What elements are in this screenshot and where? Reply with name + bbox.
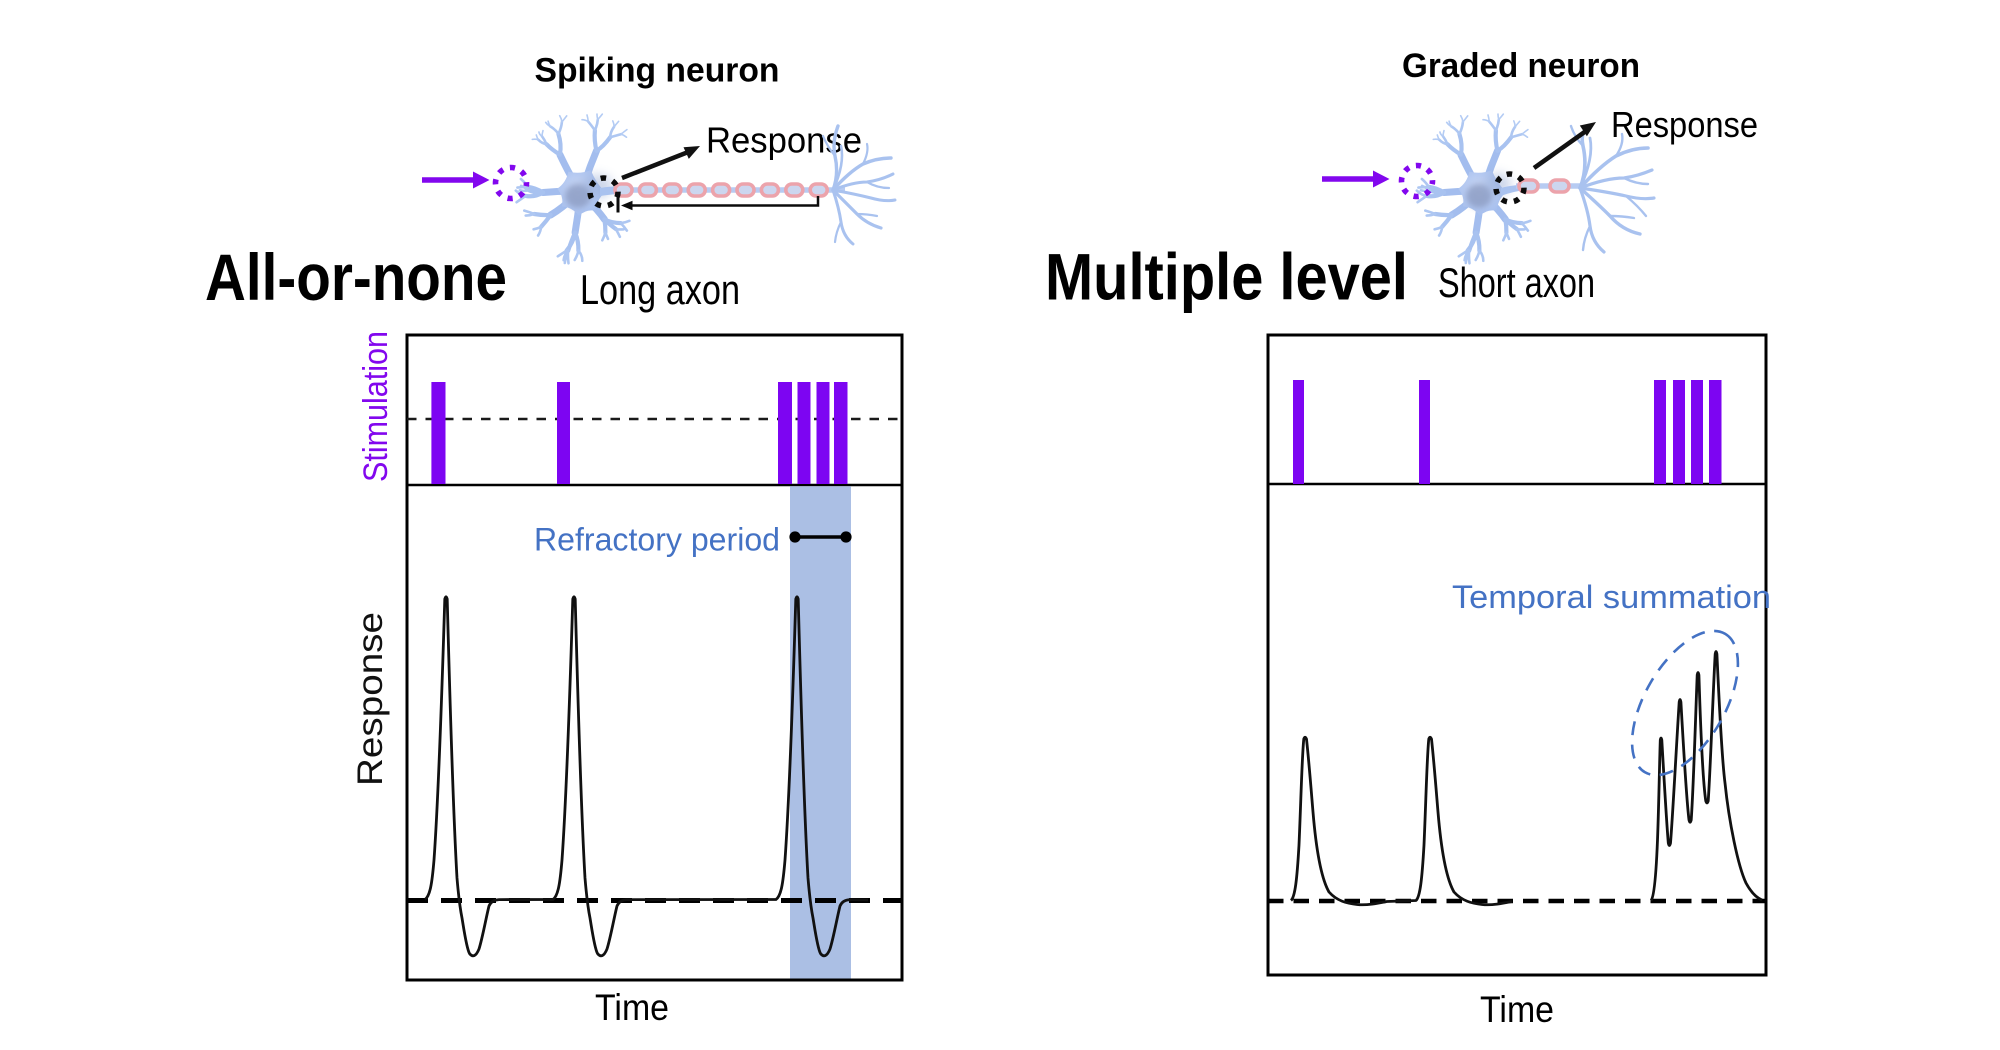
svg-text:Multiple level: Multiple level — [1045, 240, 1408, 314]
svg-text:All-or-none: All-or-none — [205, 240, 507, 314]
svg-text:Time: Time — [1480, 989, 1554, 1030]
svg-text:Response: Response — [351, 612, 390, 786]
svg-text:Short axon: Short axon — [1438, 259, 1595, 306]
svg-text:Graded neuron: Graded neuron — [1402, 47, 1640, 85]
svg-text:Stimulation: Stimulation — [357, 331, 395, 482]
svg-text:Response: Response — [1611, 104, 1758, 145]
svg-text:Spiking neuron: Spiking neuron — [535, 52, 780, 90]
svg-text:Long axon: Long axon — [580, 266, 740, 313]
svg-text:Temporal summation: Temporal summation — [1452, 579, 1771, 615]
svg-text:Refractory period: Refractory period — [534, 522, 780, 558]
svg-text:Time: Time — [595, 987, 669, 1028]
